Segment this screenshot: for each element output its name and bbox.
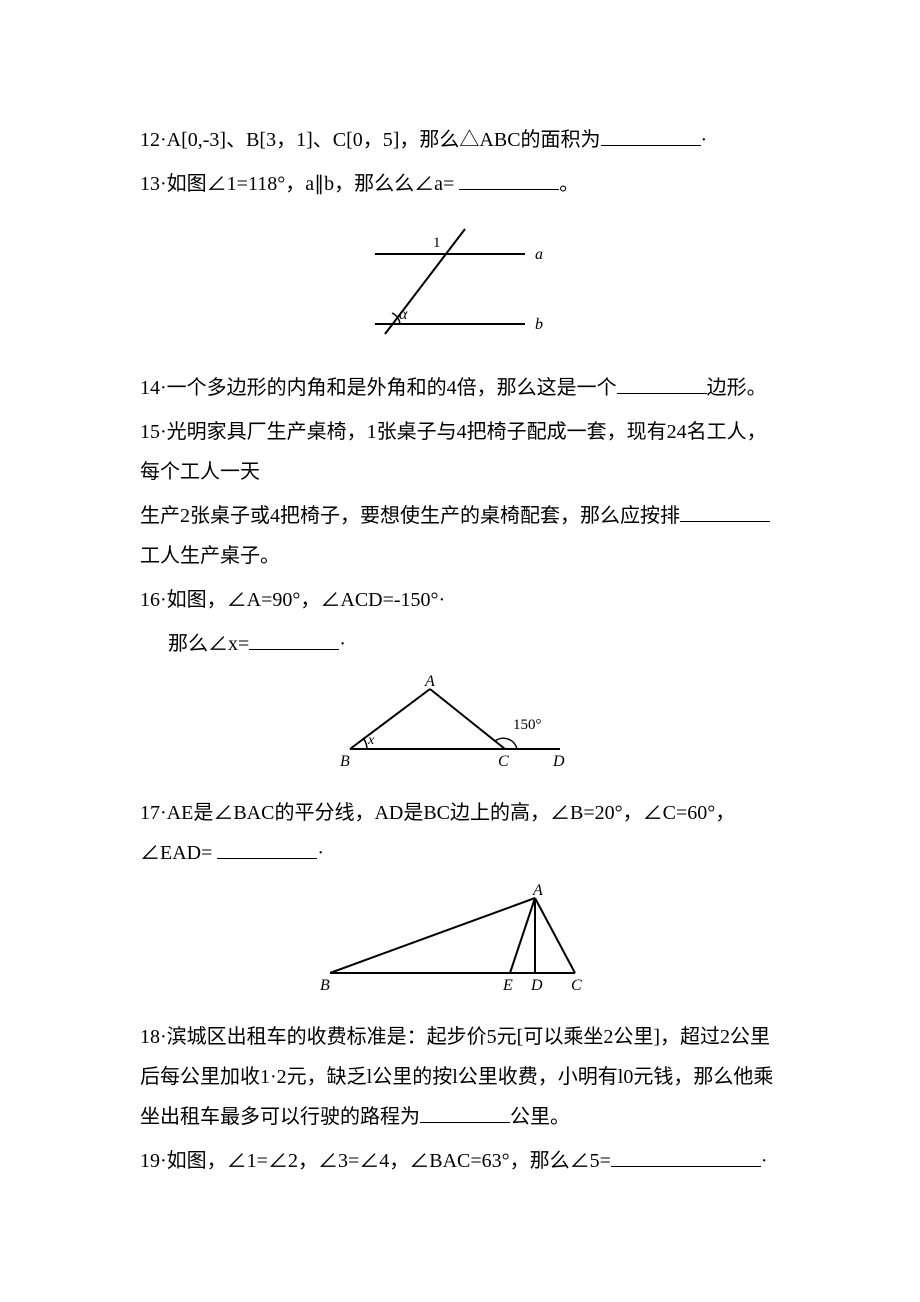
question-15: 15·光明家具厂生产桌椅，1张桌子与4把椅子配成一套，现有24名工人，每个工人一… <box>140 412 780 492</box>
q17-label-A: A <box>532 883 543 899</box>
question-17: 17·AE是∠BAC的平分线，AD是BC边上的高，∠B=20°，∠C=60°，∠… <box>140 793 780 873</box>
q13-label-a: a <box>535 246 543 263</box>
q15-line2-before: 生产2张桌子或4把椅子，要想使生产的桌椅配套，那么应按排 <box>140 505 680 527</box>
question-15-line2: 生产2张桌子或4把椅子，要想使生产的桌椅配套，那么应按排工人生产桌子。 <box>140 496 780 576</box>
q16-blank <box>249 629 339 650</box>
q14-sep: · <box>160 377 167 399</box>
q13-sep: · <box>160 173 167 195</box>
question-16-line2: 那么∠x= · <box>140 624 780 664</box>
q16-figure: A B C D x 150° <box>140 674 780 783</box>
q16-label-A: A <box>424 674 435 690</box>
question-14: 14·一个多边形的内角和是外角和的4倍，那么这是一个 边形。 <box>140 368 780 408</box>
q13-label-b: b <box>535 316 543 333</box>
q13-number: 13 <box>140 173 160 195</box>
q13-blank <box>459 169 559 190</box>
q16-sep: · <box>160 589 167 611</box>
q16-label-B: B <box>340 753 350 769</box>
q16-line2-after: · <box>339 633 346 655</box>
q16-label-C: C <box>498 753 509 769</box>
q18-number: 18 <box>140 1026 160 1048</box>
q12-number: 12 <box>140 129 160 151</box>
q16-label-x: x <box>367 733 375 748</box>
q13-label-alpha: α <box>399 306 408 323</box>
q14-blank <box>617 373 707 394</box>
q16-line1: 如图，∠A=90°，∠ACD=-150°· <box>167 589 446 611</box>
q17-label-D: D <box>530 977 543 993</box>
q19-text-before: 如图，∠1=∠2，∠3=∠4，∠BAC=63°，那么∠5= <box>167 1150 611 1172</box>
q12-text-before: A[0,-3]、B[3，1]、C[0，5]，那么△ABC的面积为 <box>167 129 601 151</box>
q12-text-after: · <box>701 129 708 151</box>
q17-label-E: E <box>502 977 513 993</box>
q14-number: 14 <box>140 377 160 399</box>
q13-text-after: 。 <box>559 173 579 195</box>
q17-label-B: B <box>320 977 330 993</box>
q17-label-C: C <box>571 977 582 993</box>
q13-label-1: 1 <box>433 235 441 251</box>
q18-sep: · <box>160 1026 167 1048</box>
q19-blank <box>611 1146 761 1167</box>
q12-blank <box>601 125 701 146</box>
q13-text-before: 如图∠1=118°，a∥b，那么么∠a= <box>167 173 455 195</box>
q17-blank <box>217 838 317 859</box>
question-19: 19·如图，∠1=∠2，∠3=∠4，∠BAC=63°，那么∠5=· <box>140 1141 780 1181</box>
question-12: 12·A[0,-3]、B[3，1]、C[0，5]，那么△ABC的面积为· <box>140 120 780 160</box>
q14-text-after: 边形。 <box>707 377 767 399</box>
q16-number: 16 <box>140 589 160 611</box>
q17-number: 17 <box>140 802 160 824</box>
q17-figure: A B C E D <box>140 883 780 1007</box>
q15-number: 15 <box>140 421 160 443</box>
question-13: 13·如图∠1=118°，a∥b，那么么∠a= 。 <box>140 164 780 204</box>
question-18: 18·滨城区出租车的收费标准是：起步价5元[可以乘坐2公里]，超过2公里后每公里… <box>140 1017 780 1137</box>
q13-figure: a b 1 α <box>140 214 780 358</box>
q16-line2-before: 那么∠x= <box>168 633 249 655</box>
question-16: 16·如图，∠A=90°，∠ACD=-150°· <box>140 580 780 620</box>
q15-line2-after: 工人生产桌子。 <box>140 545 280 567</box>
q12-sep: · <box>160 129 167 151</box>
q18-text-after: 公里。 <box>510 1106 570 1128</box>
q19-sep: · <box>160 1150 167 1172</box>
q19-text-after: · <box>761 1150 768 1172</box>
q17-sep: · <box>160 802 167 824</box>
q14-text-before: 一个多边形的内角和是外角和的4倍，那么这是一个 <box>167 377 617 399</box>
q19-number: 19 <box>140 1150 160 1172</box>
q16-label-D: D <box>552 753 565 769</box>
q15-sep: · <box>160 421 167 443</box>
q16-label-150: 150° <box>513 717 542 733</box>
q18-blank <box>420 1102 510 1123</box>
q15-blank <box>680 501 770 522</box>
q15-line1: 光明家具厂生产桌椅，1张桌子与4把椅子配成一套，现有24名工人，每个工人一天 <box>140 421 767 483</box>
q17-text-after: · <box>317 842 324 864</box>
